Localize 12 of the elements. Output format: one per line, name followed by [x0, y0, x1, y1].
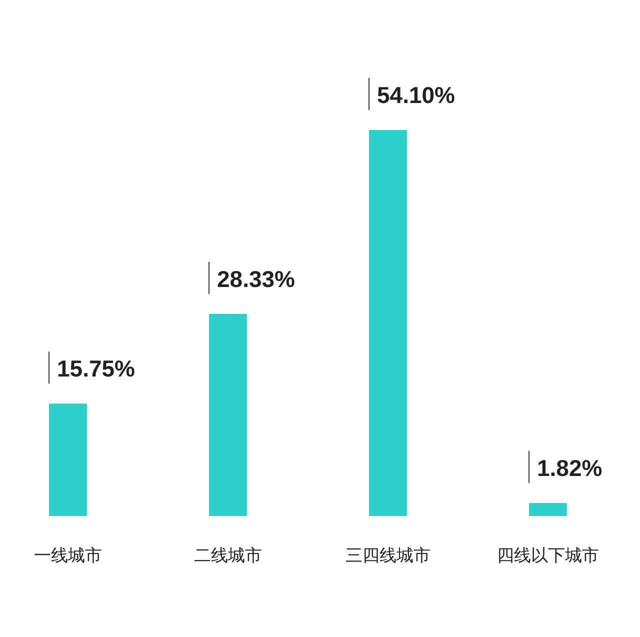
x-tick-label: 四线以下城市 [497, 546, 599, 566]
x-tick-label: 一线城市 [34, 546, 102, 566]
data-label: 28.33% [217, 266, 296, 292]
bar [209, 314, 247, 516]
bar [529, 503, 567, 516]
x-tick-label: 三四线城市 [346, 546, 430, 566]
x-tick-label: 二线城市 [194, 546, 262, 566]
bar [49, 404, 87, 516]
data-label: 1.82% [537, 455, 602, 482]
bar [369, 130, 407, 516]
data-label: 15.75% [57, 356, 136, 382]
data-label: 54.10% [377, 82, 456, 108]
